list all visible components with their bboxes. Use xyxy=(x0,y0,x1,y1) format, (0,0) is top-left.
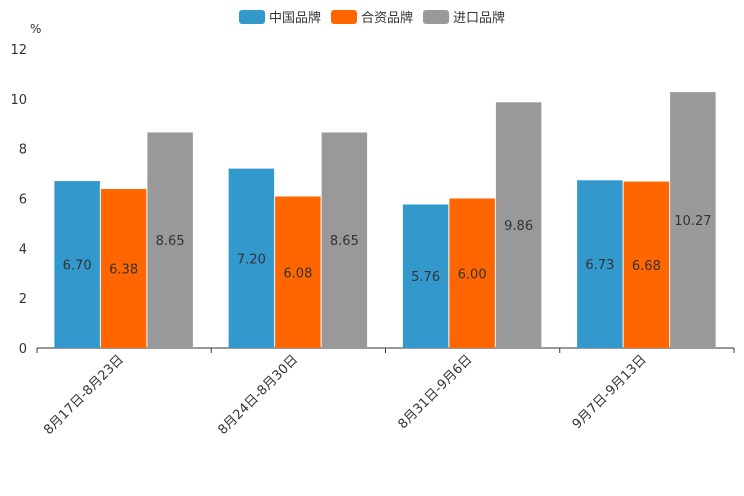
legend-swatch-joint-venture-brand xyxy=(330,9,357,24)
bar xyxy=(228,168,275,348)
bar xyxy=(623,181,670,348)
x-category-label: 8月31日-9月6日 xyxy=(396,352,476,432)
data-label: 6.70 xyxy=(63,259,92,274)
data-label: 7.20 xyxy=(237,252,266,267)
x-category-label: 8月17日-8月23日 xyxy=(41,352,127,438)
bar xyxy=(402,204,449,348)
data-label: 5.76 xyxy=(411,270,440,285)
data-label: 6.73 xyxy=(585,258,614,273)
bar xyxy=(147,132,193,348)
data-label: 9.86 xyxy=(504,219,533,234)
data-label: 8.65 xyxy=(330,234,359,249)
y-tick-label: 10 xyxy=(10,93,27,108)
bar xyxy=(100,189,147,348)
bar xyxy=(577,180,623,348)
y-tick-label: 6 xyxy=(19,193,27,208)
data-label: 10.27 xyxy=(674,214,711,229)
legend-swatch-import-brand xyxy=(423,9,449,24)
y-tick-label: 2 xyxy=(19,292,27,307)
data-label: 8.65 xyxy=(156,234,185,249)
y-axis-unit: % xyxy=(30,22,42,36)
x-category-label: 8月24日-8月30日 xyxy=(215,352,301,438)
bar xyxy=(54,181,100,348)
data-label: 6.08 xyxy=(283,266,312,281)
bar xyxy=(275,196,321,348)
legend-item-china-brand[interactable]: 中国品牌 xyxy=(238,7,321,26)
data-label: 6.68 xyxy=(632,259,661,274)
data-label: 6.38 xyxy=(109,263,138,278)
legend-item-joint-venture-brand[interactable]: 合资品牌 xyxy=(330,7,413,26)
data-label: 6.00 xyxy=(458,267,487,282)
bar xyxy=(495,102,542,349)
x-category-label: 9月7日-9月13日 xyxy=(570,352,650,432)
legend-label-import-brand: 进口品牌 xyxy=(453,11,506,26)
legend-swatch-china-brand xyxy=(238,9,265,24)
y-tick-label: 8 xyxy=(19,143,27,158)
legend-item-import-brand[interactable]: 进口品牌 xyxy=(423,7,505,26)
bar xyxy=(321,132,368,348)
legend-label-joint-venture-brand: 合资品牌 xyxy=(360,11,413,26)
y-tick-label: 0 xyxy=(19,342,27,357)
legend-label-china-brand: 中国品牌 xyxy=(268,11,321,26)
y-tick-label: 4 xyxy=(19,242,27,257)
chart-legend: 中国品牌 合资品牌 进口品牌 xyxy=(0,7,744,26)
y-tick-label: 12 xyxy=(10,43,27,58)
bar xyxy=(449,198,495,348)
bar xyxy=(670,92,716,348)
